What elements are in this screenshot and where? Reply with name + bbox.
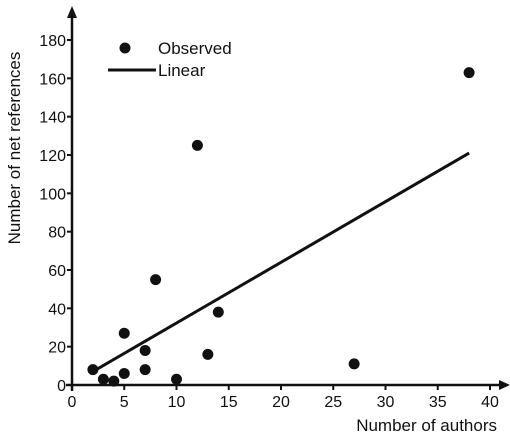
observed-point bbox=[191, 139, 203, 151]
x-tick-label: 35 bbox=[429, 394, 447, 411]
observed-point bbox=[118, 327, 130, 339]
y-tick-label: 20 bbox=[48, 340, 66, 357]
data-marks bbox=[87, 67, 475, 387]
observed-point bbox=[150, 274, 162, 286]
y-tick-label: 60 bbox=[48, 263, 66, 280]
legend-label: Linear bbox=[158, 61, 206, 80]
observed-point bbox=[139, 364, 151, 376]
x-tick-label: 30 bbox=[377, 394, 395, 411]
observed-point bbox=[348, 358, 360, 370]
linear-fit-line bbox=[92, 151, 470, 373]
x-axis-arrow bbox=[499, 380, 510, 390]
observed-point bbox=[171, 373, 182, 385]
observed-point bbox=[463, 67, 475, 79]
y-tick-label: 40 bbox=[48, 301, 66, 318]
y-tick-label: 160 bbox=[39, 71, 66, 88]
legend-label: Observed bbox=[158, 39, 232, 58]
observed-point bbox=[97, 373, 109, 385]
observed-point bbox=[87, 364, 99, 376]
x-tick-label: 25 bbox=[324, 394, 342, 411]
y-axis-title: Number of net references bbox=[5, 52, 24, 245]
y-tick-label: 100 bbox=[39, 186, 66, 203]
x-tick-label: 40 bbox=[481, 394, 499, 411]
x-tick-label: 15 bbox=[220, 394, 238, 411]
observed-point bbox=[118, 368, 130, 379]
y-tick-label: 80 bbox=[48, 225, 66, 242]
observed-point bbox=[212, 306, 224, 318]
legend-dot-marker bbox=[119, 42, 131, 54]
observed-point bbox=[202, 348, 214, 360]
x-tick-label: 0 bbox=[68, 394, 77, 411]
x-tick-label: 20 bbox=[272, 394, 290, 411]
x-tick-label: 5 bbox=[120, 394, 129, 411]
observed-point bbox=[108, 375, 120, 387]
ticks: 0 5 10 15 20 25 30 35 40 0 20 40 60 80 100 120 140 160 180 bbox=[39, 33, 499, 411]
axes bbox=[66, 6, 510, 391]
x-axis-title: Number of authors bbox=[356, 416, 497, 435]
y-tick-label: 0 bbox=[57, 378, 66, 395]
y-axis-arrow bbox=[67, 6, 77, 18]
x-tick-label: 10 bbox=[168, 394, 186, 411]
legend: Observed Linear bbox=[108, 39, 232, 80]
y-tick-label: 180 bbox=[39, 33, 66, 50]
y-tick-label: 140 bbox=[39, 110, 66, 127]
y-tick-label: 120 bbox=[39, 148, 66, 165]
observed-point bbox=[139, 345, 151, 356]
